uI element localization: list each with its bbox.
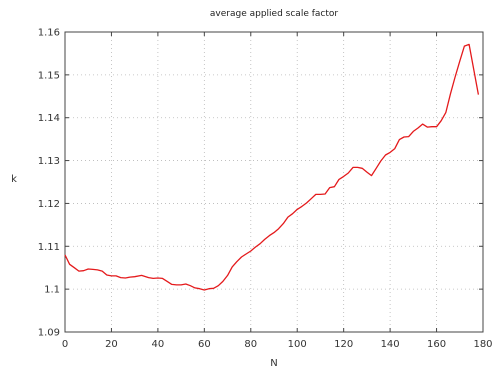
y-axis-label: k [11, 174, 17, 185]
axis-ticks: 0 20 40 60 80 100 120 140 160 180 1.09 1.1 1.11 1.12 1… [38, 28, 493, 351]
x-tick-label: 60 [198, 339, 211, 350]
chart-title: average applied scale factor [210, 9, 338, 19]
x-tick-label: 180 [473, 339, 492, 350]
series-line [64, 43, 480, 291]
y-tick-label: 1.12 [38, 199, 60, 210]
grid [65, 32, 483, 332]
y-tick-label: 1.13 [38, 156, 60, 167]
series-layer [64, 43, 480, 291]
y-tick-label: 1.11 [38, 242, 60, 253]
x-tick-label: 0 [62, 339, 68, 350]
plot-frame [64, 31, 484, 333]
x-tick-label: 80 [244, 339, 257, 350]
x-tick-label: 20 [105, 339, 118, 350]
x-axis-label: N [270, 358, 277, 369]
y-tick-label: 1.15 [38, 70, 60, 81]
y-tick-label: 1.16 [38, 28, 60, 39]
x-tick-label: 100 [288, 339, 307, 350]
x-tick-label: 40 [152, 339, 165, 350]
y-tick-label: 1.14 [38, 113, 60, 124]
x-tick-label: 140 [381, 339, 400, 350]
y-tick-label: 1.1 [44, 285, 60, 296]
x-tick-label: 120 [334, 339, 353, 350]
x-tick-label: 160 [427, 339, 446, 350]
y-tick-label: 1.09 [38, 328, 60, 339]
